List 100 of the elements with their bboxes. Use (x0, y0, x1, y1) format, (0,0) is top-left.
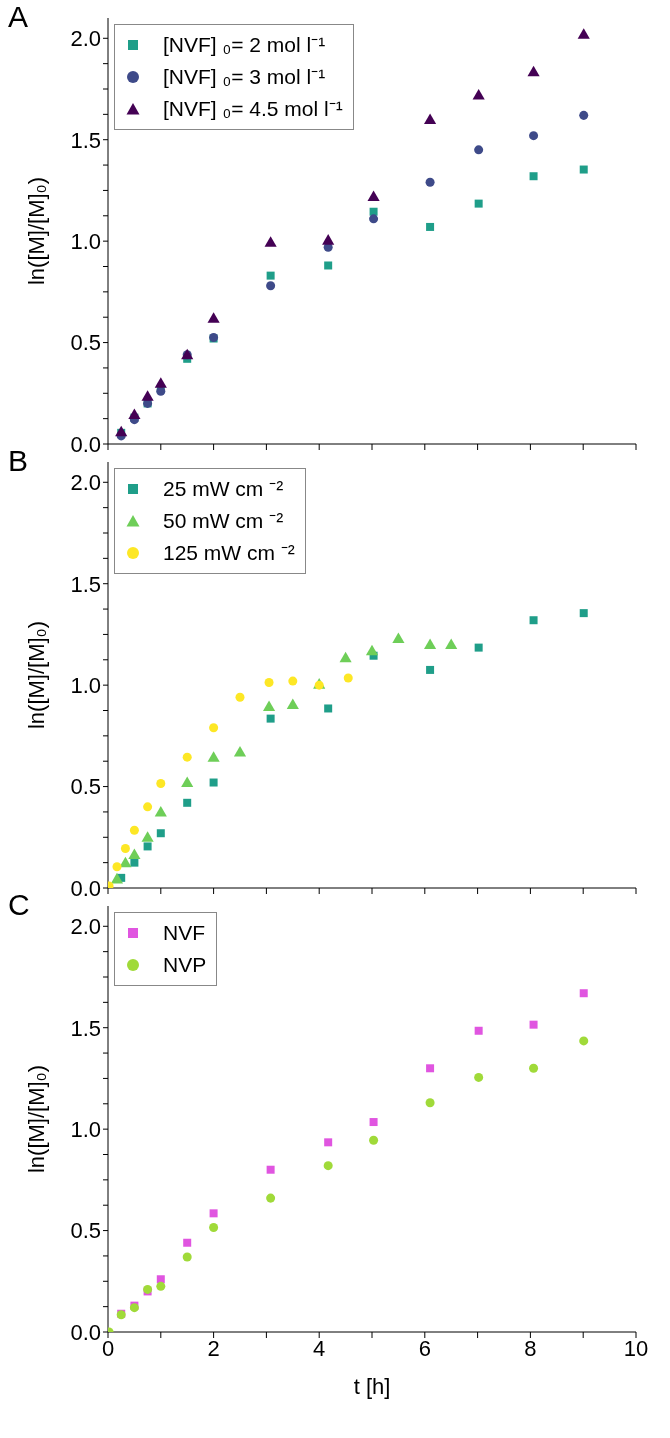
point (474, 1072, 484, 1082)
y-tick-label: 1.5 (70, 1015, 101, 1041)
point (579, 165, 588, 174)
x-tick-label: 4 (313, 1335, 326, 1361)
point (367, 190, 380, 202)
point (182, 752, 192, 762)
point (130, 858, 139, 867)
point (266, 281, 276, 291)
legend-label: 125 mW cm ⁻² (163, 540, 295, 566)
point (141, 831, 154, 842)
y-tick-label: 2.0 (70, 470, 101, 496)
point (141, 390, 154, 401)
point (424, 113, 437, 124)
point (182, 1252, 192, 1262)
x-tick-label: 0 (101, 1335, 115, 1361)
text: 0.0 (70, 875, 101, 901)
legend-label: NVP (163, 952, 207, 978)
point (156, 779, 166, 789)
legend-label: [NVF] ₀= 2 mol l⁻¹ (163, 32, 326, 58)
chart-title: B (8, 444, 29, 478)
point (472, 89, 485, 100)
point (156, 829, 165, 838)
point (343, 673, 353, 683)
point (120, 843, 130, 853)
y-axis-title: ln([M]/[M]₀) (23, 1064, 49, 1174)
y-tick-label: 1.5 (70, 127, 101, 153)
point (529, 616, 538, 625)
point (426, 1064, 435, 1073)
point (529, 131, 539, 141)
point (579, 989, 588, 998)
y-tick-label: 2.0 (70, 914, 101, 940)
point (286, 698, 299, 709)
point (266, 1165, 275, 1174)
y-tick-label: 1.0 (70, 228, 101, 254)
point (143, 802, 153, 812)
point (322, 234, 335, 245)
point (262, 700, 276, 711)
point (143, 842, 152, 851)
point (233, 746, 247, 757)
point (527, 65, 540, 77)
point (324, 261, 333, 270)
point (579, 609, 588, 618)
point (128, 408, 141, 420)
point (154, 377, 167, 388)
text: 0.0 (70, 1319, 101, 1345)
y-tick-label: 0.5 (70, 774, 101, 800)
text: 0.0 (70, 431, 101, 457)
point (579, 1036, 589, 1046)
point (577, 28, 590, 39)
point (264, 236, 277, 247)
x-tick-label: 10 (623, 1335, 649, 1361)
legend-label: 50 mW cm ⁻² (163, 508, 284, 534)
y-tick-label: 2.0 (70, 26, 101, 52)
point (183, 798, 192, 807)
point (426, 665, 435, 674)
point (529, 1063, 539, 1073)
point (207, 751, 220, 762)
point (154, 805, 167, 817)
x-tick-label: 6 (418, 1335, 431, 1361)
point (425, 1098, 435, 1108)
point (369, 1135, 379, 1145)
point (474, 643, 483, 652)
y-tick-label: 0.5 (70, 330, 101, 356)
point (392, 632, 405, 644)
point (529, 172, 538, 181)
point (156, 1281, 166, 1291)
point (426, 222, 435, 231)
point (288, 676, 298, 686)
y-axis-title: ln([M]/[M]₀) (23, 176, 49, 286)
point (445, 638, 458, 650)
legend-label: NVF (163, 920, 205, 946)
point (339, 651, 352, 663)
point (110, 872, 124, 884)
chart-title: A (8, 0, 29, 34)
x-tick-label: 2 (207, 1335, 220, 1361)
point (529, 1020, 538, 1029)
legend-label: 25 mW cm ⁻² (163, 476, 284, 502)
point (209, 1223, 219, 1233)
x-tick-label: 8 (524, 1335, 537, 1361)
point (369, 214, 379, 224)
point (266, 271, 275, 280)
point (156, 1275, 165, 1284)
point (266, 1193, 276, 1203)
point (474, 145, 484, 155)
point (209, 1209, 218, 1218)
point (324, 704, 333, 713)
point (474, 1026, 483, 1035)
y-axis-title: ln([M]/[M]₀) (23, 620, 49, 730)
point (264, 678, 274, 688)
point (129, 825, 139, 835)
point (128, 848, 141, 860)
legend-label: [NVF] ₀= 3 mol l⁻¹ (163, 64, 326, 90)
x-axis-title: t [h] (353, 1374, 391, 1399)
point (365, 644, 379, 656)
point (183, 1238, 192, 1247)
point (369, 1118, 378, 1127)
point (324, 1138, 333, 1147)
point (424, 638, 437, 650)
chart-title: C (8, 888, 30, 922)
y-tick-label: 1.0 (70, 1116, 101, 1142)
